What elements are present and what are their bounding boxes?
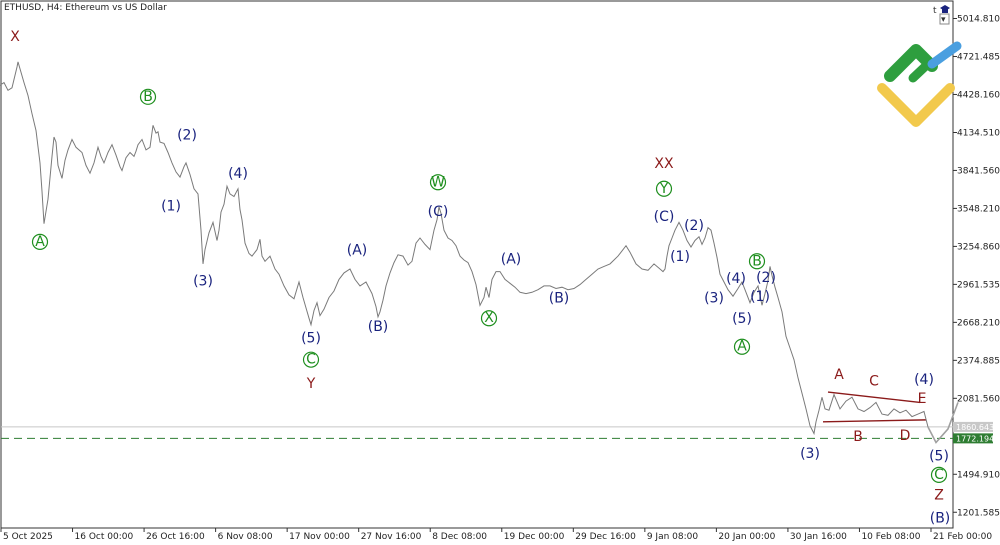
x-tick-label: 21 Feb 00:00 <box>933 532 992 542</box>
wave-label: E <box>918 391 927 407</box>
wave-label: W <box>431 174 445 190</box>
graduation-cap-icon[interactable] <box>940 5 950 13</box>
wave-label: (5) <box>929 448 949 464</box>
wave-label: (B) <box>549 291 570 307</box>
y-tick-label: 3254.860 <box>957 242 1000 252</box>
wave-label-circle <box>655 180 673 197</box>
x-tick-label: 29 Dec 16:00 <box>575 532 636 542</box>
y-tick-label: 3841.560 <box>957 166 1000 176</box>
x-tick-label: 10 Feb 08:00 <box>861 532 920 542</box>
y-tick-label: 4428.160 <box>957 90 1000 100</box>
wave-label: XX <box>654 156 674 172</box>
wave-label: B <box>143 89 153 105</box>
dropdown-box[interactable]: ▾ <box>939 13 950 25</box>
wave-label: A <box>35 234 45 250</box>
wave-label: (2) <box>756 270 776 286</box>
y-tick-label: 1494.910 <box>957 470 1000 480</box>
wave-label-circle <box>139 88 157 105</box>
wave-label: B <box>853 429 863 445</box>
wave-label: Y <box>659 181 669 197</box>
y-tick-label: 4721.485 <box>957 52 1000 62</box>
projection-line <box>927 402 959 444</box>
price-label-bg <box>953 421 993 432</box>
wave-label: X <box>484 310 494 326</box>
wave-label: (5) <box>301 331 321 347</box>
wave-label: D <box>900 428 911 444</box>
y-tick-label: 1201.585 <box>957 508 1000 518</box>
price-label: 1860.643 <box>956 423 994 432</box>
wave-label: X <box>10 29 20 45</box>
x-tick-label: 30 Jan 16:00 <box>790 532 847 542</box>
x-tick-label: 20 Jan 00:00 <box>718 532 775 542</box>
y-tick-label: 4134.510 <box>957 128 1000 138</box>
price-line <box>0 61 929 436</box>
wave-label-circle <box>31 233 49 250</box>
x-axis: 5 Oct 2025 16 Oct 00:00 26 Oct 16:00 6 Nov … <box>0 528 992 542</box>
y-tick-label: 2374.885 <box>957 356 1000 366</box>
x-tick-label: 6 Nov 08:00 <box>218 532 273 542</box>
wave-label: (3) <box>193 274 213 290</box>
wave-label-circle <box>429 174 447 191</box>
price-label-bg <box>953 433 993 444</box>
wave-label-circle <box>733 338 751 355</box>
wave-labels: XAB(1)(2)(3)(4)(5)CY(A)(B)W(C)(A)X(B)XXY… <box>10 29 950 527</box>
wave-label: C <box>869 373 879 389</box>
wave-label: Z <box>934 487 944 503</box>
wave-label: A <box>834 367 844 383</box>
price-labels: 1860.643 1772.194 <box>953 421 994 444</box>
y-tick-label: 2668.210 <box>957 318 1000 328</box>
y-tick-label: 2961.535 <box>957 280 1000 290</box>
wave-label: (3) <box>704 291 724 307</box>
wave-label: Y <box>306 376 316 392</box>
wave-label: (1) <box>750 289 770 305</box>
wave-label: A <box>737 339 747 355</box>
wave-label: (3) <box>800 446 820 462</box>
y-tick-label: 3548.210 <box>957 204 1000 214</box>
wave-label: (2) <box>177 127 197 143</box>
chevron-down-icon[interactable]: ▾ <box>941 15 946 25</box>
wave-label-circle <box>480 310 498 327</box>
wave-label: C <box>934 467 944 483</box>
x-tick-label: 8 Dec 08:00 <box>432 532 487 542</box>
wave-label-circle <box>302 351 320 368</box>
trendline <box>827 391 921 404</box>
horizontal-levels <box>1 426 953 439</box>
wave-label: (C) <box>428 204 449 220</box>
wave-label-circle <box>930 466 948 484</box>
wave-label: (A) <box>501 252 522 268</box>
x-tick-label: 16 Oct 00:00 <box>75 532 134 542</box>
wave-label: (B) <box>930 511 951 527</box>
wave-label: (5) <box>732 311 752 327</box>
x-tick-label: 26 Oct 16:00 <box>146 532 205 542</box>
y-tick-label: 5014.810 <box>957 15 1000 25</box>
triangle-trendlines <box>822 391 927 423</box>
x-tick-label: 17 Nov 00:00 <box>289 532 350 542</box>
wave-label: (4) <box>726 271 746 287</box>
wave-label: (1) <box>161 199 181 215</box>
chart-title: ETHUSD, H4: Ethereum vs US Dollar <box>4 3 167 13</box>
wave-label: C <box>306 352 316 368</box>
trendline <box>822 419 927 423</box>
chart-toolbar-icon[interactable]: t <box>933 6 937 16</box>
x-tick-label: 5 Oct 2025 <box>3 532 53 542</box>
y-tick-label: 2081.560 <box>957 394 1000 404</box>
brand-logo-icon <box>877 41 962 127</box>
wave-label-circle <box>748 253 766 270</box>
price-label: 1772.194 <box>956 434 994 443</box>
wave-label: B <box>752 253 762 269</box>
wave-label: (1) <box>670 249 690 265</box>
x-tick-label: 19 Dec 00:00 <box>504 532 565 542</box>
wave-label: (B) <box>368 319 389 335</box>
wave-label: (C) <box>654 209 675 225</box>
wave-label: (2) <box>684 218 704 234</box>
wave-label: (4) <box>914 372 934 388</box>
wave-label: (A) <box>347 243 368 259</box>
x-tick-label: 27 Nov 16:00 <box>361 532 422 542</box>
wave-label: (4) <box>228 166 248 182</box>
y-axis: 5014.810 4721.485 4428.160 4134.510 3841.560… <box>953 15 1000 518</box>
x-tick-label: 9 Jan 08:00 <box>647 532 699 542</box>
